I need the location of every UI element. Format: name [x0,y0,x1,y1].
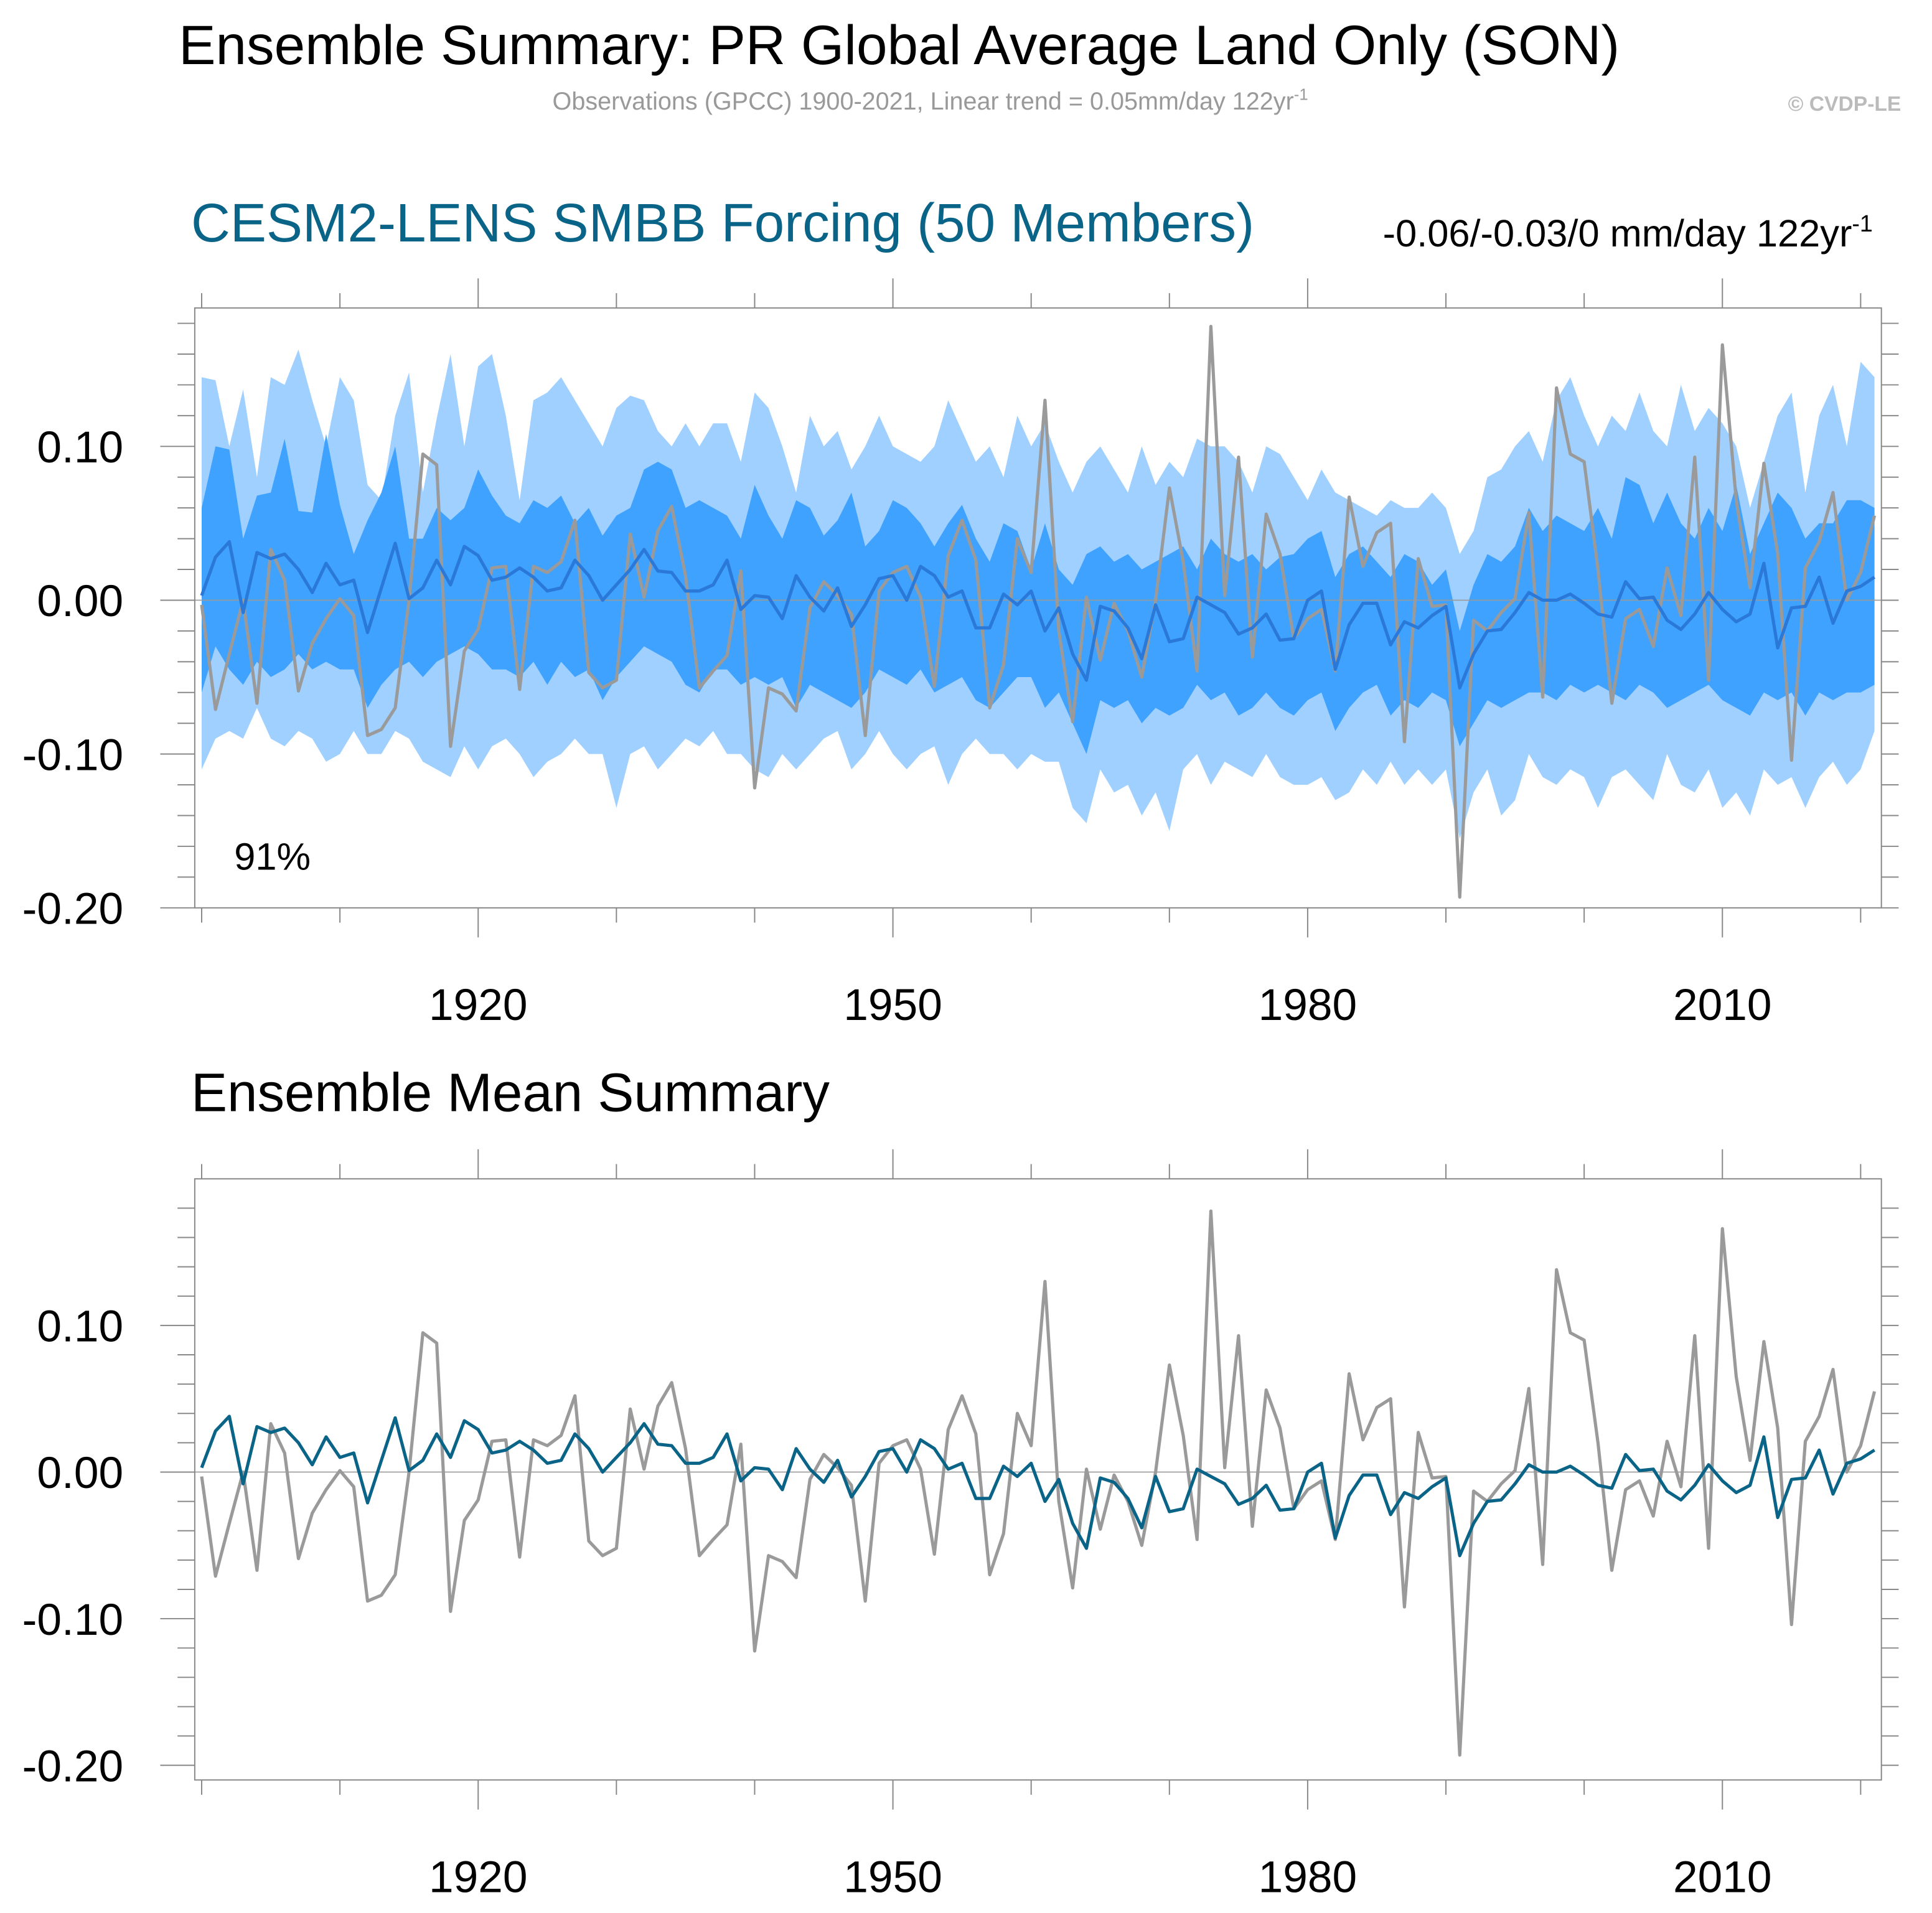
subtitle-text: Observations (GPCC) 1900-2021, Linear tr… [553,88,1294,115]
x-tick-label: 1920 [429,1852,528,1902]
credit: © CVDP-LE [1788,93,1902,116]
y-tick-label: 0.00 [37,576,123,626]
series-line [200,324,1877,899]
panel-title: CESM2-LENS SMBB Forcing (50 Members) [191,193,1254,253]
plot-frame [194,1178,1882,1781]
x-tick-label: 1920 [429,980,528,1030]
series-line [200,540,1876,690]
series-line [200,1415,1875,1558]
y-tick-label: 0.00 [37,1448,123,1498]
x-tick-label: 1950 [843,980,942,1030]
plot-frame [194,307,1882,909]
x-tick-label: 2010 [1673,1852,1772,1902]
annotation: 91% [234,835,311,878]
trend-label: -0.06/-0.03/0 mm/day 122yr-1 [1383,210,1873,255]
x-tick-label: 1980 [1259,980,1358,1030]
trend-superscript: -1 [1852,210,1872,236]
y-tick-label: -0.20 [22,884,123,934]
y-tick-label: -0.10 [22,1595,123,1645]
y-tick-label: 0.10 [37,1302,123,1352]
figure-subtitle: Observations (GPCC) 1900-2021, Linear tr… [553,86,1308,115]
figure-title: Ensemble Summary: PR Global Average Land… [179,14,1620,76]
x-tick-label: 2010 [1673,980,1772,1030]
x-tick-label: 1950 [843,1852,942,1902]
y-tick-label: -0.10 [22,730,123,780]
series-line [200,1209,1877,1757]
trend-text: -0.06/-0.03/0 mm/day 122yr [1383,212,1852,255]
panel-title: Ensemble Mean Summary [191,1062,830,1123]
y-tick-label: -0.20 [22,1741,123,1791]
y-tick-label: 0.10 [37,423,123,472]
subtitle-superscript: -1 [1294,86,1308,103]
x-tick-label: 1980 [1259,1852,1358,1902]
